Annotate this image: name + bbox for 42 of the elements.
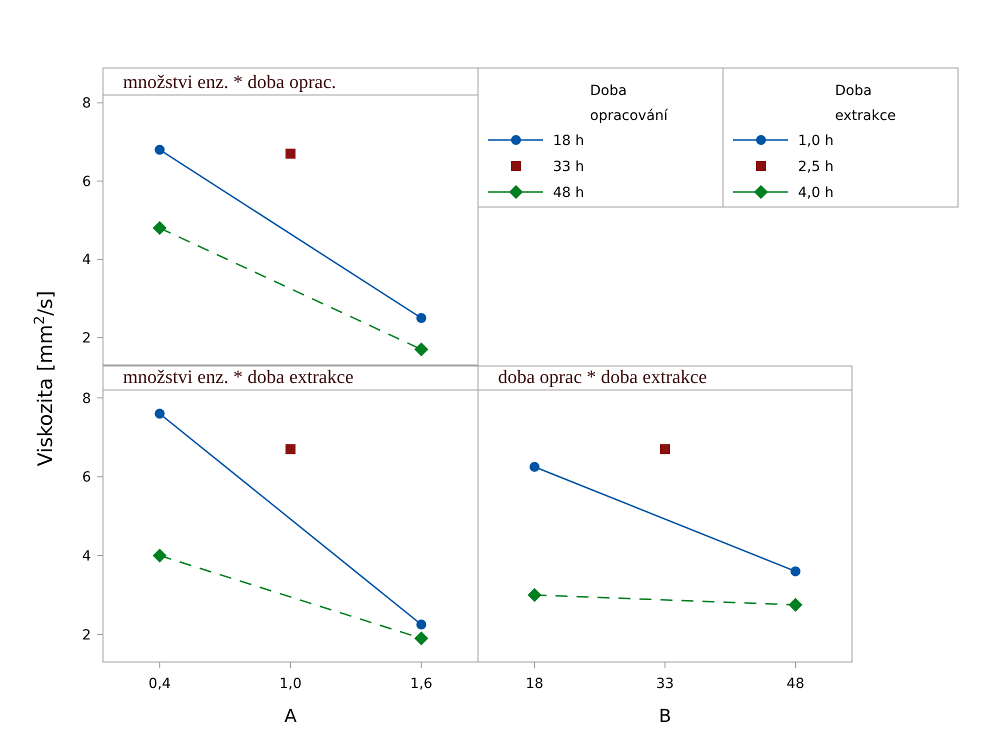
legend-label: 18 h bbox=[553, 132, 584, 149]
x-axis-title: A bbox=[284, 706, 298, 727]
legend-title: Doba extrakce bbox=[835, 83, 896, 124]
x-tick-label: 1,0 bbox=[279, 676, 302, 692]
point bbox=[660, 444, 670, 454]
point bbox=[154, 408, 165, 419]
legend-label: 1,0 h bbox=[798, 132, 834, 149]
point bbox=[790, 566, 800, 576]
point bbox=[414, 342, 428, 356]
y-tick-label: 6 bbox=[82, 174, 92, 190]
legend-label: 48 h bbox=[553, 184, 584, 201]
point bbox=[416, 620, 426, 630]
y-tick-label: 6 bbox=[82, 470, 92, 486]
point bbox=[788, 598, 802, 612]
x-tick-label: 18 bbox=[526, 676, 544, 692]
y-tick-label: 4 bbox=[82, 252, 92, 268]
legend-label: 33 h bbox=[553, 158, 584, 175]
y-tick-label: 2 bbox=[82, 330, 91, 347]
point bbox=[286, 148, 296, 159]
point bbox=[154, 144, 165, 155]
x-axis-title: B bbox=[658, 706, 672, 727]
point bbox=[414, 631, 428, 646]
x-tick-label: 48 bbox=[786, 676, 804, 692]
chart-title: množstvi enz. * doba oprac. bbox=[123, 72, 336, 93]
legend-label: 4,0 h bbox=[798, 184, 834, 201]
legend-title: Doba opracování bbox=[590, 83, 669, 124]
x-tick-label: 1,6 bbox=[410, 676, 433, 692]
y-tick-label: 8 bbox=[82, 96, 91, 112]
legend-label: 2,5 h bbox=[798, 158, 834, 175]
y-tick-label: 8 bbox=[82, 390, 91, 407]
point bbox=[152, 221, 167, 236]
x-tick-label: 33 bbox=[656, 676, 674, 692]
chart-title: množstvi enz. * doba extrakce bbox=[123, 367, 354, 388]
y-tick-label: 4 bbox=[82, 548, 92, 564]
y-tick-label: 2 bbox=[82, 627, 91, 644]
point bbox=[416, 313, 426, 324]
point bbox=[528, 588, 542, 602]
x-tick-label: 0,4 bbox=[148, 676, 171, 692]
chart-title: doba oprac * doba extrakce bbox=[498, 367, 707, 388]
point bbox=[286, 444, 296, 454]
point bbox=[152, 548, 167, 563]
point bbox=[530, 462, 540, 472]
